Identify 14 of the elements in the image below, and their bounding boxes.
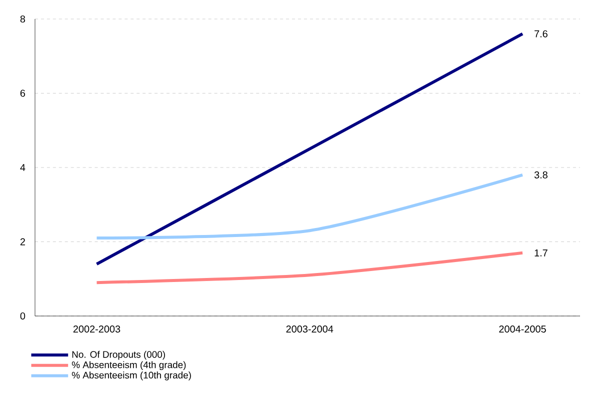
- y-tick-label: 2: [20, 238, 25, 246]
- y-tick-label: 0: [20, 312, 26, 320]
- data-label: 1.7: [534, 249, 548, 256]
- y-tick-label: 4: [20, 164, 26, 171]
- data-label: 7.6: [534, 30, 548, 38]
- legend-label: % Absenteeism (4th grade): [72, 361, 186, 370]
- y-tick-label: 6: [20, 90, 26, 97]
- y-tick-label: 8: [20, 15, 26, 23]
- legend-label: No. Of Dropouts (000): [72, 350, 165, 360]
- legend-label: % Absenteeism (10th grade): [72, 372, 191, 380]
- x-tick-label: 2003-2004: [286, 326, 334, 333]
- data-label: 3.8: [534, 171, 548, 178]
- x-tick-label: 2002-2003: [73, 326, 120, 333]
- x-tick-label: 2004-2005: [499, 326, 546, 333]
